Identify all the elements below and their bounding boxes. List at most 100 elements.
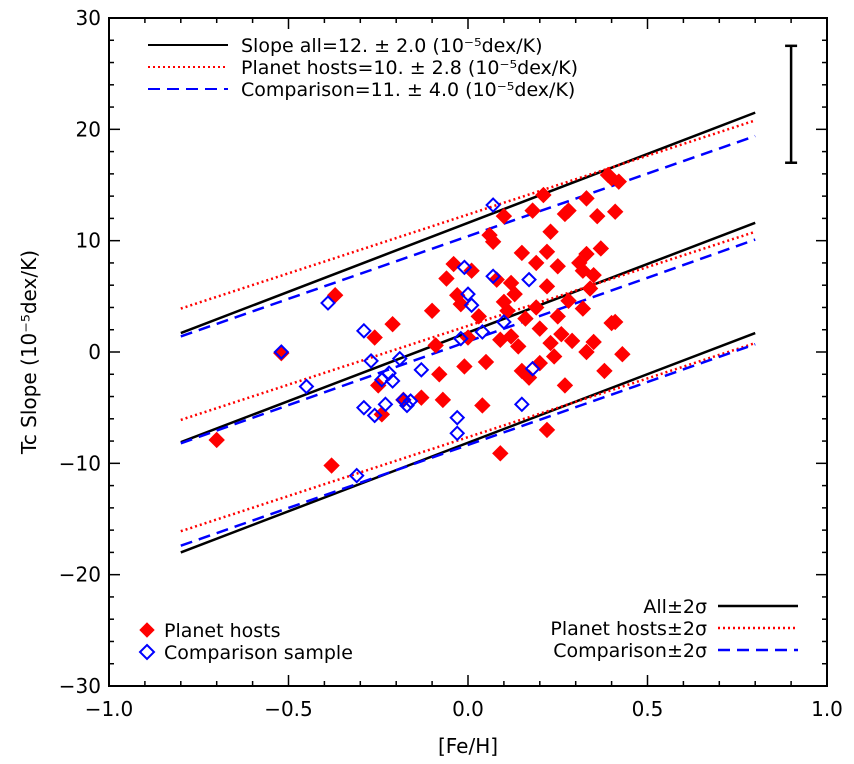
planet-host-point (563, 332, 581, 350)
fit-legend-label: Comparison=11. ± 4.0 (10⁻⁵dex/K) (241, 79, 575, 101)
planet-host-point (474, 397, 491, 414)
planet-host-point (542, 334, 559, 352)
plot-frame (108, 17, 828, 687)
fit-line-planet-hosts-center (180, 230, 756, 422)
y-tick-label: −30 (59, 674, 101, 698)
planet-host-point (538, 243, 556, 261)
planet-host-point (434, 391, 452, 409)
fit-lines (180, 111, 756, 554)
planet-host-point (484, 233, 502, 250)
x-tick-label: −1.0 (85, 697, 134, 721)
planet-host-point (452, 295, 470, 313)
planet-host-point (423, 302, 441, 320)
marker-legend-label: Comparison sample (164, 642, 353, 664)
planet-host-point (553, 325, 570, 343)
comparison-point (355, 399, 372, 416)
x-tick-label: 1.0 (811, 697, 843, 721)
planet-host-point (370, 377, 387, 394)
comparison-point (495, 314, 512, 330)
planet-host-point (585, 333, 602, 351)
planet-host-point (542, 223, 559, 240)
x-axis-title: [Fe/H] (438, 734, 498, 758)
planet-host-point (427, 337, 444, 354)
band-legend-label: Planet hosts±2σ (550, 618, 707, 640)
comparison-point (348, 467, 365, 484)
planet-host-point (513, 244, 531, 262)
planet-host-point (492, 445, 509, 462)
fit-line-all-lower (180, 331, 756, 554)
comparison-point (521, 271, 537, 288)
planet-host-legend-marker (139, 622, 155, 638)
planet-host-point (528, 254, 545, 272)
comparison-point (463, 297, 480, 314)
planet-host-point (502, 328, 520, 345)
planet-host-point (606, 313, 624, 331)
comparison-point (485, 268, 502, 285)
y-tick-label: 0 (88, 340, 101, 364)
comparison-point (524, 360, 541, 377)
planet-host-point (596, 362, 613, 380)
y-tick-label: 30 (76, 6, 101, 30)
planet-host-point (560, 292, 577, 309)
comparison-point (474, 324, 491, 340)
y-tick-label: −20 (59, 563, 101, 587)
comparison-point (449, 425, 466, 442)
planet-host-point (545, 348, 563, 365)
planet-host-point (456, 358, 473, 375)
planet-host-point (585, 266, 602, 284)
fit-legend: Slope all=12. ± 2.0 (10⁻⁵dex/K)Planet ho… (148, 35, 578, 101)
planet-host-point (592, 240, 610, 257)
fit-line-comparison-upper (180, 134, 756, 338)
comparison-point (452, 330, 469, 347)
comparison-point (384, 373, 401, 389)
planet-host-point (535, 186, 552, 204)
fit-line-all-upper (180, 111, 756, 335)
planet-host-point (517, 310, 534, 327)
planet-host-point (531, 320, 549, 337)
planet-host-point (477, 353, 495, 371)
planet-host-point (538, 421, 556, 439)
x-tick-label: 0.0 (452, 697, 484, 721)
planet-host-point (506, 285, 523, 303)
comparison-point (298, 378, 315, 395)
planet-host-point (606, 203, 624, 220)
planet-host-point (589, 207, 606, 225)
x-tick-label: 0.5 (632, 697, 664, 721)
planet-host-point (326, 287, 344, 304)
planet-host-point (578, 343, 595, 361)
planet-host-point (366, 329, 383, 346)
planet-host-point (495, 207, 513, 225)
comparison-point (366, 407, 383, 424)
comparison-point (320, 295, 336, 311)
comparison-point (399, 397, 415, 414)
planet-host-point (538, 278, 556, 295)
fit-line-planet-hosts-lower (180, 341, 756, 533)
planet-host-point (438, 270, 455, 287)
planet-host-point (524, 202, 541, 219)
planet-host-point (556, 377, 574, 394)
planet-host-point (463, 262, 480, 279)
planet-host-point (549, 308, 566, 325)
comparison-point (513, 396, 530, 413)
y-axis-title: Tc Slope (10⁻⁵dex/K) (17, 250, 41, 455)
planet-host-point (208, 431, 225, 449)
x-tick-label: −0.5 (264, 697, 313, 721)
fit-legend-label: Planet hosts=10. ± 2.8 (10⁻⁵dex/K) (241, 57, 578, 79)
band-legend-label: Comparison±2σ (553, 640, 707, 662)
comparison-point (485, 197, 502, 213)
planet-host-point (431, 366, 448, 383)
fit-line-planet-hosts-upper (180, 119, 756, 310)
comparison-point (355, 322, 372, 339)
comparison-legend-marker (138, 643, 156, 661)
planet-host-point (614, 346, 631, 363)
y-tick-label: 20 (76, 117, 101, 141)
planet-host-point (470, 308, 487, 325)
planet-host-point (323, 457, 340, 474)
planet-host-point (581, 280, 599, 297)
planet-host-point (510, 338, 527, 355)
data-points (208, 166, 631, 484)
comparison-point (402, 393, 419, 409)
band-legend-label: All±2σ (643, 596, 707, 618)
